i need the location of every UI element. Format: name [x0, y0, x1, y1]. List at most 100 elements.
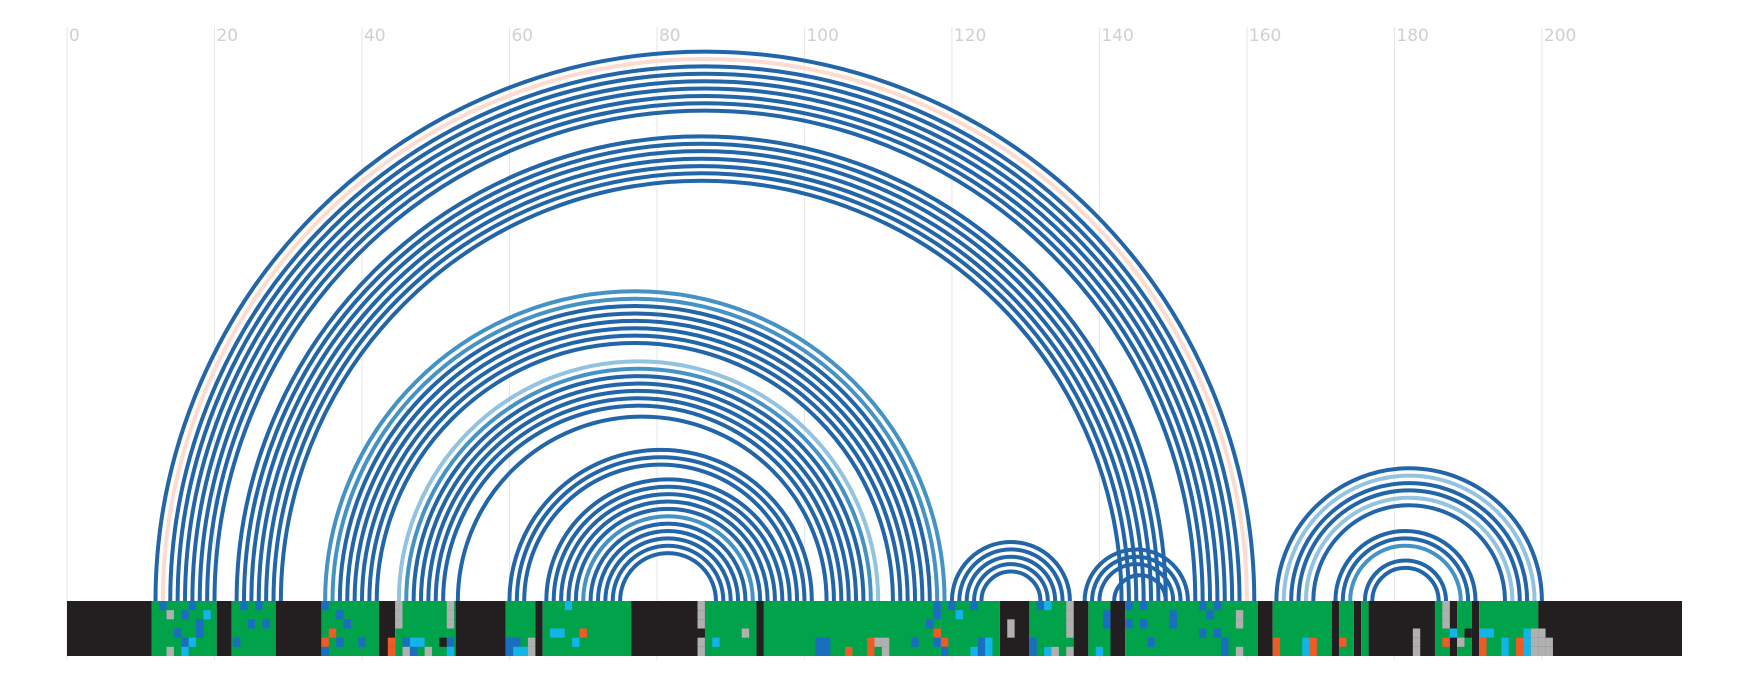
track-cell-15 — [262, 619, 270, 629]
track-segment-25 — [1331, 601, 1340, 656]
arc-166-198 — [1289, 481, 1530, 602]
track-segment-26 — [1339, 601, 1354, 656]
track-cell-71 — [881, 646, 890, 656]
track-cell-3 — [188, 601, 197, 611]
arc-26-146 — [256, 156, 1146, 602]
track-cell-77 — [940, 637, 949, 647]
track-cell-144 — [1516, 637, 1524, 647]
arc-48-107 — [418, 381, 859, 602]
tick-label-40: 40 — [364, 26, 386, 46]
track-cell-59 — [697, 646, 705, 656]
track-cell-58 — [697, 637, 705, 647]
track-cell-145 — [1516, 646, 1524, 656]
arc-68-95 — [566, 499, 770, 602]
track-cell-106 — [1125, 619, 1133, 629]
track-cell-29 — [387, 646, 396, 656]
track-cell-0 — [159, 601, 167, 611]
track-segment-2 — [216, 601, 232, 656]
track-segment-35 — [1538, 601, 1682, 656]
arc-164-200 — [1274, 466, 1544, 602]
track-cell-30 — [402, 637, 410, 647]
track-cell-137 — [1464, 628, 1472, 638]
track-cell-131 — [1442, 601, 1450, 611]
track-cell-60 — [712, 637, 720, 647]
track-cell-53 — [572, 637, 580, 647]
track-cell-101 — [1103, 610, 1111, 620]
track-cell-91 — [1044, 601, 1052, 611]
sequence-track — [67, 601, 1682, 656]
arc-167-197 — [1296, 488, 1522, 602]
track-segment-29 — [1368, 601, 1435, 656]
track-cell-72 — [911, 637, 919, 647]
track-cell-148 — [1523, 646, 1531, 656]
arc-72-91 — [595, 529, 741, 602]
track-cell-80 — [948, 601, 956, 611]
track-cell-117 — [1198, 628, 1207, 638]
track-cell-16 — [232, 637, 241, 647]
track-cell-89 — [1007, 628, 1015, 638]
arc-23-149 — [234, 134, 1168, 602]
tick-label-200: 200 — [1544, 26, 1576, 46]
arc-27-145 — [264, 164, 1139, 602]
track-cell-149 — [1530, 628, 1539, 638]
track-cell-61 — [741, 628, 750, 638]
track-cell-107 — [1139, 619, 1148, 629]
track-cell-111 — [1198, 601, 1207, 611]
track-cell-86 — [985, 646, 993, 656]
tick-label-140: 140 — [1101, 26, 1133, 46]
track-cell-26 — [395, 610, 403, 620]
track-segment-33 — [1471, 601, 1480, 656]
arc-38-116 — [345, 311, 925, 602]
track-cell-46 — [520, 646, 528, 656]
track-cell-113 — [1213, 601, 1222, 611]
track-segment-8 — [455, 601, 506, 656]
arc-20-153 — [212, 108, 1198, 602]
track-cell-69 — [874, 637, 882, 647]
track-cell-1 — [166, 610, 174, 620]
track-cell-104 — [1125, 601, 1133, 611]
track-cell-114 — [1213, 628, 1222, 638]
arc-74-89 — [610, 543, 726, 602]
track-cell-156 — [1545, 646, 1553, 656]
tick-label-0: 0 — [69, 26, 80, 46]
track-cell-2 — [181, 610, 189, 620]
track-cell-43 — [513, 637, 521, 647]
track-cell-42 — [505, 637, 514, 647]
arc-15-158 — [175, 71, 1235, 602]
track-cell-45 — [513, 646, 521, 656]
track-cell-24 — [321, 646, 329, 656]
arc-122-134 — [964, 555, 1058, 602]
track-cell-35 — [424, 646, 433, 656]
arc-177-186 — [1370, 565, 1441, 602]
track-segment-4 — [275, 601, 322, 656]
arc-36-118 — [330, 296, 940, 602]
track-segment-19 — [1073, 601, 1089, 656]
track-segment-10 — [535, 601, 543, 656]
track-cell-95 — [1051, 646, 1059, 656]
track-cell-8 — [188, 637, 197, 647]
track-cell-22 — [336, 637, 344, 647]
track-cell-142 — [1501, 637, 1509, 647]
tick-label-80: 80 — [659, 26, 681, 46]
track-segment-14 — [756, 601, 764, 656]
track-cell-28 — [387, 637, 396, 647]
track-cell-50 — [550, 628, 558, 638]
arc-37-117 — [337, 304, 932, 602]
arc-73-90 — [603, 536, 733, 602]
track-cell-124 — [1302, 646, 1310, 656]
track-cell-128 — [1412, 628, 1421, 638]
arc-123-133 — [972, 562, 1050, 602]
arc-25-147 — [249, 149, 1154, 602]
arc-51-104 — [441, 403, 836, 602]
x-axis-tick-labels: 0 20 40 60 80 100 120 140 160 180 200 — [69, 26, 1576, 46]
track-cell-136 — [1457, 637, 1465, 647]
track-cell-154 — [1530, 646, 1539, 656]
arc-60-101 — [507, 448, 814, 602]
arc-75-88 — [618, 551, 718, 602]
track-cell-84 — [985, 637, 993, 647]
track-cell-78 — [933, 637, 941, 647]
tick-label-60: 60 — [511, 26, 533, 46]
track-cell-115 — [1221, 637, 1229, 647]
track-cell-141 — [1479, 646, 1487, 656]
track-cell-9 — [166, 646, 174, 656]
